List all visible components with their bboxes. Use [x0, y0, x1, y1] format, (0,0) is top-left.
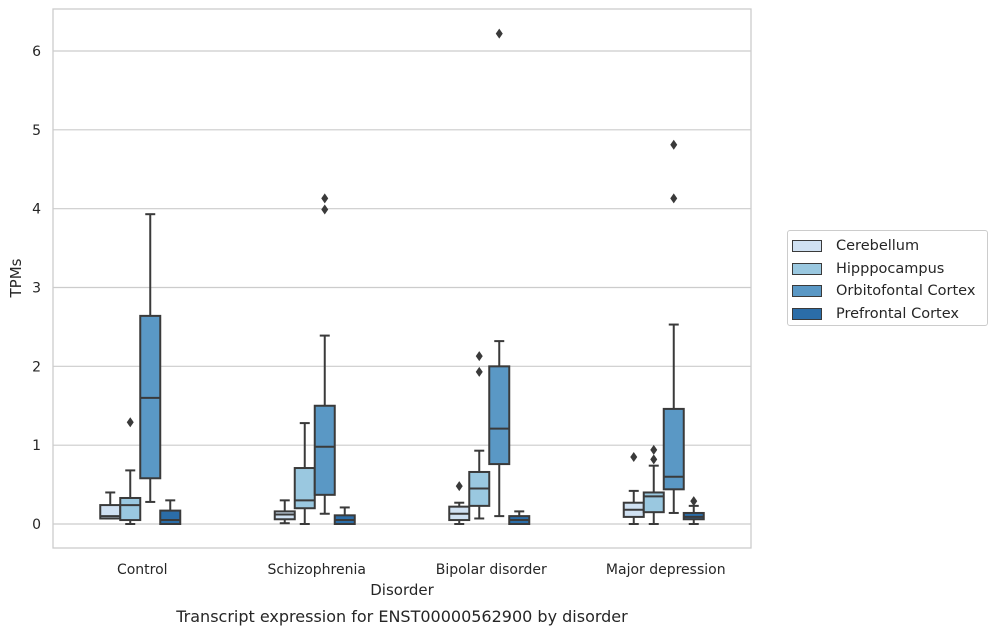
y-axis-title: TPMs: [7, 258, 25, 298]
outlier-point: [321, 204, 329, 215]
outlier-point: [670, 193, 678, 204]
x-tick-labels: Control Schizophrenia Bipolar disorder Majo…: [117, 562, 726, 578]
outlier-point: [650, 454, 658, 465]
y-tick-label: 1: [32, 438, 41, 454]
x-axis-title: Disorder: [370, 581, 434, 599]
box-hipppocampus: [468, 351, 491, 520]
iqr-box: [488, 365, 511, 466]
box-orbitofontal-cortex: [662, 139, 685, 514]
box-orbitofontal-cortex: [313, 193, 336, 515]
legend-label: Hipppocampus: [836, 260, 945, 277]
x-tick-label: Schizophrenia: [268, 562, 366, 578]
x-tick-label: Major depression: [606, 562, 726, 578]
iqr-box: [313, 404, 336, 496]
chart-caption: Transcript expression for ENST0000056290…: [175, 607, 628, 626]
box-orbitofontal-cortex: [139, 213, 162, 503]
legend-item: Hipppocampus: [792, 258, 987, 281]
legend-label: Cerebellum: [836, 238, 920, 255]
y-tick-label: 0: [32, 517, 41, 533]
box-cerebellum: [622, 451, 645, 525]
box-hipppocampus: [119, 417, 142, 525]
box-prefrontal-cortex: [159, 499, 182, 525]
legend-swatch: [792, 307, 822, 320]
iqr-box: [293, 467, 316, 510]
y-tick-label: 2: [32, 359, 41, 375]
outlier-point: [321, 193, 329, 204]
y-tick-labels: 0 1 2 3 4 5 6: [32, 44, 41, 533]
legend-swatch: [792, 285, 822, 298]
legend-label: Orbitofontal Cortex: [836, 283, 976, 300]
box-prefrontal-cortex: [682, 496, 705, 525]
x-tick-label: Bipolar disorder: [436, 562, 547, 578]
legend-item: Cerebellum: [792, 235, 987, 258]
box-cerebellum: [448, 481, 471, 525]
outlier-point: [630, 451, 638, 462]
box-hipppocampus: [642, 444, 665, 525]
outlier-point: [650, 444, 658, 455]
outlier-point: [475, 366, 483, 377]
box-cerebellum: [273, 499, 296, 525]
iqr-box: [159, 509, 182, 525]
x-tick-label: Control: [117, 562, 168, 578]
iqr-box: [119, 496, 142, 522]
legend-swatch: [792, 240, 822, 253]
outlier-point: [475, 351, 483, 362]
outlier-point: [495, 28, 503, 39]
y-tick-label: 6: [32, 44, 41, 60]
box-series: [99, 28, 705, 525]
iqr-box: [662, 407, 685, 491]
box-prefrontal-cortex: [508, 510, 531, 525]
y-tick-label: 3: [32, 281, 41, 297]
y-tick-label: 5: [32, 123, 41, 139]
outlier-point: [455, 481, 463, 492]
legend-item: Prefrontal Cortex: [792, 303, 987, 326]
outlier-point: [690, 496, 698, 507]
legend: Cerebellum Hipppocampus Orbitofontal Corte…: [787, 230, 988, 326]
box-orbitofontal-cortex: [488, 28, 511, 518]
outlier-point: [670, 139, 678, 150]
legend-item: Orbitofontal Cortex: [792, 280, 987, 303]
box-cerebellum: [99, 491, 122, 520]
y-tick-label: 4: [32, 202, 41, 218]
box-prefrontal-cortex: [333, 506, 356, 525]
legend-swatch: [792, 262, 822, 275]
outlier-point: [126, 417, 134, 428]
legend-label: Prefrontal Cortex: [836, 305, 959, 322]
